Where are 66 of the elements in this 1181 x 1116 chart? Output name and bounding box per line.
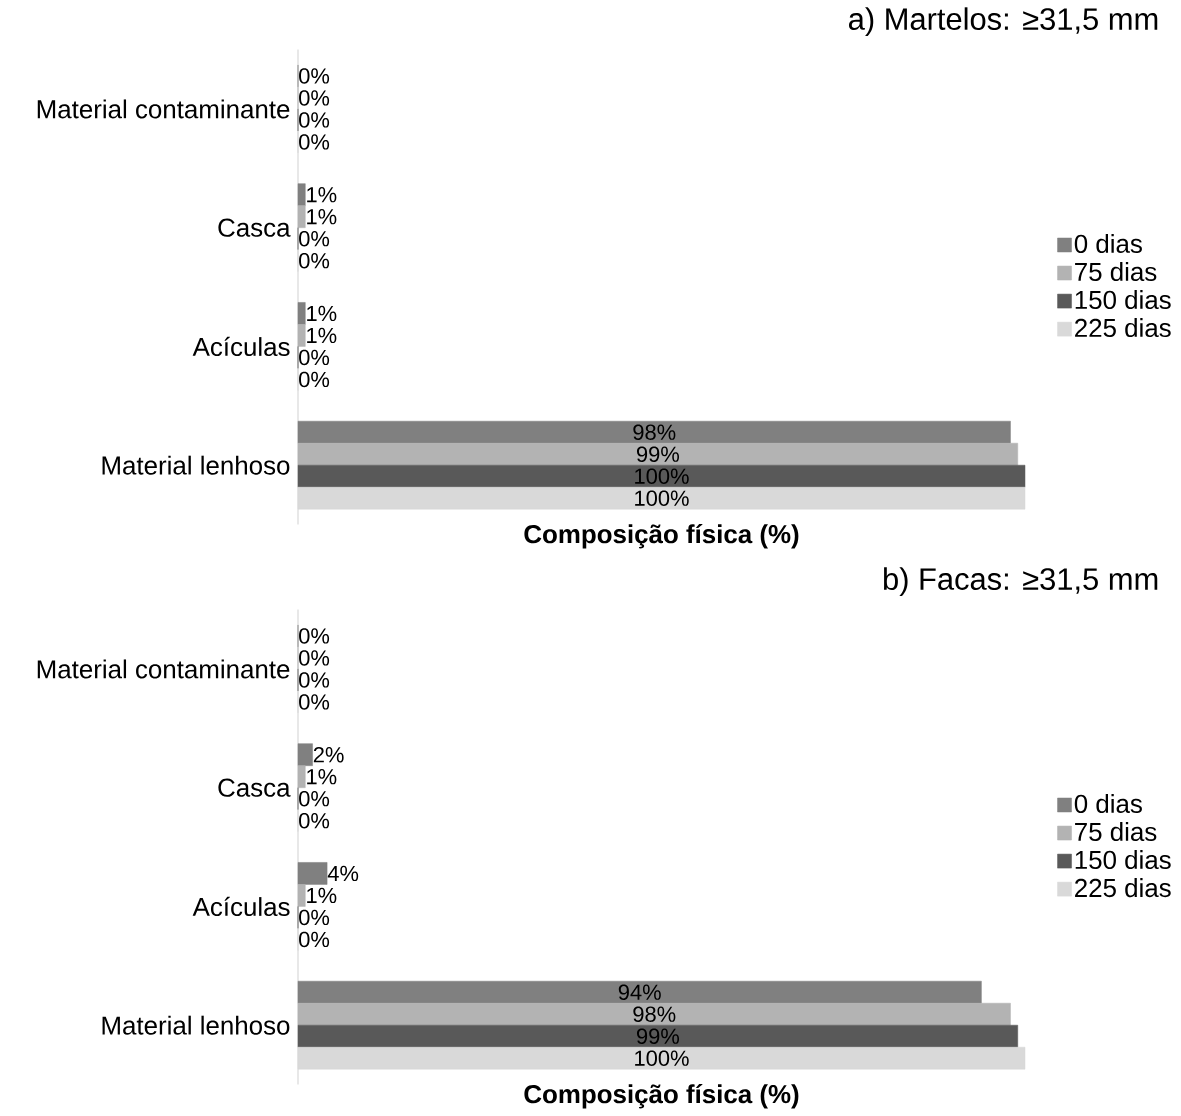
- legend-label: 225 dias: [1075, 318, 1171, 338]
- data-label: 98%: [633, 424, 676, 441]
- data-label: 0%: [299, 931, 330, 948]
- data-label: 1%: [307, 887, 337, 904]
- y-tick-label: Material lenhoso: [102, 455, 290, 475]
- data-label: 1%: [307, 187, 337, 203]
- y-tick-label: Material contaminante: [37, 99, 290, 119]
- data-label: 1%: [307, 769, 337, 785]
- data-label: 0%: [299, 90, 330, 106]
- data-label: 100%: [635, 1050, 689, 1067]
- data-label: 0%: [299, 694, 330, 710]
- bar: [297, 443, 1018, 466]
- data-label: 1%: [307, 209, 337, 225]
- bar: [297, 1003, 1011, 1026]
- chart-title: b) Facas: ≥31,5 mm: [884, 567, 1158, 597]
- bar: [297, 743, 313, 767]
- data-label: 100%: [635, 468, 689, 485]
- y-tick-label: Material contaminante: [37, 659, 290, 679]
- bar: [297, 765, 306, 789]
- bar: [297, 862, 328, 885]
- bar: [297, 1025, 1018, 1048]
- legend-label: 225 dias: [1075, 878, 1171, 898]
- data-label: 0%: [299, 231, 330, 247]
- data-label: 0%: [299, 672, 330, 688]
- bar: [297, 205, 306, 229]
- legend-label: 75 dias: [1075, 822, 1157, 842]
- data-label: 4%: [327, 865, 359, 882]
- data-label: 0%: [299, 134, 330, 150]
- legend-label: 150 dias: [1075, 290, 1171, 310]
- data-label: 98%: [633, 1006, 676, 1023]
- bar: [297, 183, 306, 207]
- x-axis-title: Composição física (%): [524, 524, 799, 549]
- bar: [297, 884, 306, 907]
- data-label: 0%: [299, 371, 330, 388]
- legend-label: 0 dias: [1074, 794, 1142, 814]
- data-label: 1%: [307, 305, 337, 322]
- data-label: 0%: [299, 68, 330, 84]
- data-label: 94%: [618, 984, 661, 1001]
- bar: [297, 421, 1011, 444]
- data-label: 0%: [299, 909, 330, 926]
- y-tick-label: Casca: [218, 778, 291, 797]
- data-label: 0%: [299, 112, 330, 128]
- y-tick-label: Material lenhoso: [102, 1015, 290, 1035]
- bar: [297, 465, 1026, 488]
- legend-label: 0 dias: [1074, 234, 1142, 254]
- data-label: 99%: [636, 446, 680, 463]
- legend-label: 75 dias: [1075, 262, 1157, 282]
- data-label: 2%: [313, 747, 344, 763]
- chart-title: a) Martelos: ≥31,5 mm: [849, 7, 1158, 37]
- bar: [297, 302, 306, 325]
- data-label: 0%: [299, 813, 330, 829]
- data-label: 99%: [636, 1028, 680, 1045]
- data-label: 0%: [299, 628, 330, 644]
- data-label: 100%: [635, 490, 689, 507]
- data-label: 0%: [299, 349, 330, 366]
- bar: [297, 981, 982, 1004]
- x-axis-title: Composição física (%): [524, 1084, 799, 1109]
- y-tick-label: Casca: [218, 218, 291, 237]
- y-tick-label: Acículas: [192, 896, 290, 917]
- bar: [297, 324, 306, 347]
- data-label: 0%: [299, 650, 330, 666]
- data-label: 1%: [307, 327, 337, 344]
- legend-label: 150 dias: [1075, 850, 1171, 870]
- data-label: 0%: [299, 791, 330, 807]
- data-label: 0%: [299, 253, 330, 269]
- y-tick-label: Acículas: [192, 336, 290, 357]
